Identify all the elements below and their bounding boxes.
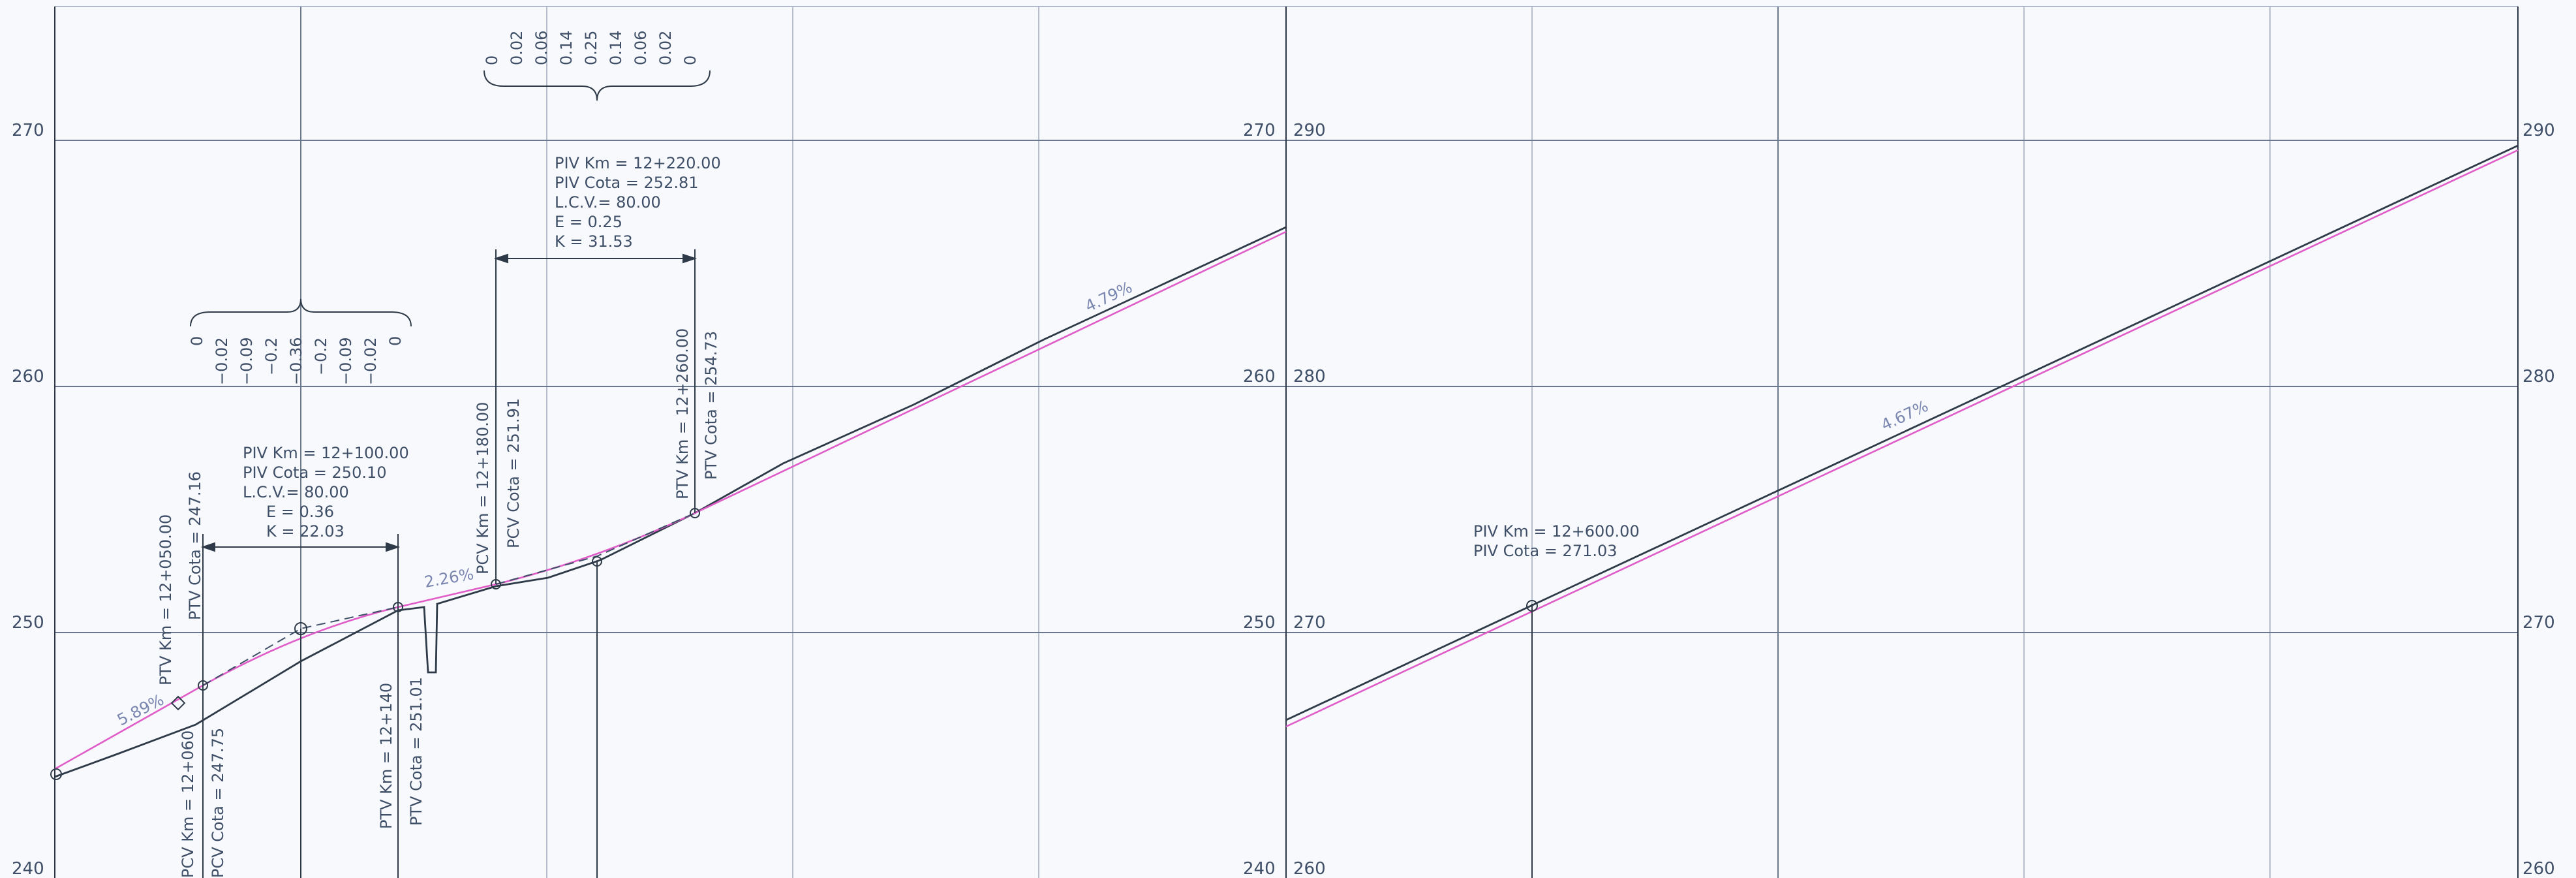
elev-label-right: 250 — [1243, 613, 1276, 633]
ordinate-label: −0.36 — [287, 337, 305, 385]
ordinate-label: 0.25 — [582, 31, 600, 65]
curve1-ordinate-brace — [190, 298, 412, 327]
design-grade-line — [1285, 149, 2519, 728]
piv-cota: PIV Cota = 252.81 — [555, 174, 699, 192]
right-panel-grid — [1286, 6, 2518, 878]
station-lines — [202, 561, 1533, 878]
ordinate-label: −0.09 — [238, 337, 256, 385]
elev-label: 260 — [12, 367, 44, 386]
curve1-piv-block: PIV Km = 12+100.00 PIV Cota = 250.10 L.C… — [243, 444, 409, 541]
marker-ptv1 — [170, 695, 186, 711]
curve2-dimension — [493, 249, 698, 584]
e-value: E = 0.36 — [266, 503, 334, 521]
elev-label: 260 — [1293, 859, 1326, 878]
right-elevation-labels: 290 280 270 260 290 280 270 260 — [1293, 121, 2555, 878]
right-piv-block: PIV Km = 12+600.00 PIV Cota = 271.03 — [1473, 522, 1640, 560]
ordinate-label: 0.06 — [632, 31, 650, 65]
elev-label: 240 — [12, 859, 44, 878]
point-markers — [50, 508, 1538, 780]
station-km-label: PTV Km = 12+050.00 — [157, 514, 175, 685]
station-labels: PTV Km = 12+050.00 PTV Cota = 247.16 PCV… — [157, 328, 720, 878]
grade-label: 2.26% — [423, 565, 475, 591]
ordinate-label: 0 — [386, 336, 405, 346]
ordinate-label: −0.2 — [262, 337, 281, 375]
station-km-label: PCV Km = 12+060 — [179, 730, 197, 878]
marker-piv3 — [1526, 600, 1538, 612]
ordinate-label: 0 — [483, 55, 501, 65]
station-cota-label: PTV Cota = 254.73 — [702, 331, 720, 480]
curve2-ordinate-brace — [483, 70, 711, 101]
curve2-piv-block: PIV Km = 12+220.00 PIV Cota = 252.81 L.C… — [555, 154, 721, 251]
ordinate-label: 0 — [681, 55, 699, 65]
terrain-line — [54, 226, 1287, 778]
left-panel-grid — [54, 6, 1286, 878]
elev-label-right: 260 — [2522, 859, 2555, 878]
station-cota-label: PCV Cota = 251.91 — [504, 398, 523, 548]
ordinate-label: −0.02 — [361, 337, 380, 385]
left-profile — [54, 226, 1287, 778]
station-km-label: PCV Km = 12+180.00 — [474, 402, 492, 574]
ordinate-label: 0.02 — [656, 31, 675, 65]
elev-label: 270 — [12, 121, 44, 140]
station-km-label: PTV Km = 12+140 — [377, 683, 395, 829]
elev-label-right: 270 — [2522, 613, 2555, 633]
right-profile — [1285, 144, 2519, 728]
curve2-ordinates: 0 0.02 0.06 0.14 0.25 0.14 0.06 0.02 0 — [483, 31, 699, 65]
marker-piv1 — [294, 622, 307, 635]
piv-km: PIV Km = 12+600.00 — [1473, 522, 1640, 541]
grade-label: 5.89% — [114, 691, 167, 730]
ordinate-label: −0.2 — [312, 337, 330, 375]
elev-label-right: 280 — [2522, 367, 2555, 386]
piv-cota: PIV Cota = 250.10 — [243, 463, 387, 482]
station-cota-label: PTV Cota = 247.16 — [186, 471, 204, 620]
elev-label-right: 270 — [1243, 121, 1276, 140]
left-elevation-labels: 270 260 250 240 270 260 250 240 — [12, 121, 1276, 878]
station-km-label: PTV Km = 12+260.00 — [673, 328, 692, 499]
ordinate-label: 0.14 — [607, 31, 625, 65]
piv-km: PIV Km = 12+100.00 — [243, 444, 409, 462]
piv-cota: PIV Cota = 271.03 — [1473, 542, 1618, 560]
ordinate-label: 0.02 — [508, 31, 526, 65]
elev-label: 290 — [1293, 121, 1326, 140]
piv-km: PIV Km = 12+220.00 — [555, 154, 721, 172]
station-cota-label: PCV Cota = 247.75 — [209, 728, 227, 878]
ordinate-label: 0 — [188, 336, 206, 346]
ordinate-label: −0.09 — [337, 337, 355, 385]
elev-label: 270 — [1293, 613, 1326, 633]
ordinate-label: 0.06 — [532, 31, 551, 65]
k-value: K = 22.03 — [266, 522, 345, 541]
elev-label-right: 260 — [1243, 367, 1276, 386]
curve1-ordinates: 0 −0.02 −0.09 −0.2 −0.36 −0.2 −0.09 −0.0… — [188, 336, 405, 385]
ordinate-label: 0.14 — [557, 31, 575, 65]
k-value: K = 31.53 — [555, 232, 633, 251]
terrain-line — [1285, 144, 2519, 721]
elev-label: 250 — [12, 613, 44, 633]
marker-start — [50, 768, 62, 780]
curve1-dimension — [200, 534, 401, 685]
elev-label-right: 290 — [2522, 121, 2555, 140]
lcv: L.C.V.= 80.00 — [555, 193, 661, 212]
elev-label: 280 — [1293, 367, 1326, 386]
lcv: L.C.V.= 80.00 — [243, 483, 349, 501]
marker-piv2 — [592, 556, 602, 567]
elev-label-right: 240 — [1243, 859, 1276, 878]
ordinate-label: −0.02 — [213, 337, 231, 385]
station-cota-label: PTV Cota = 251.01 — [407, 677, 425, 826]
e-value: E = 0.25 — [555, 213, 622, 231]
